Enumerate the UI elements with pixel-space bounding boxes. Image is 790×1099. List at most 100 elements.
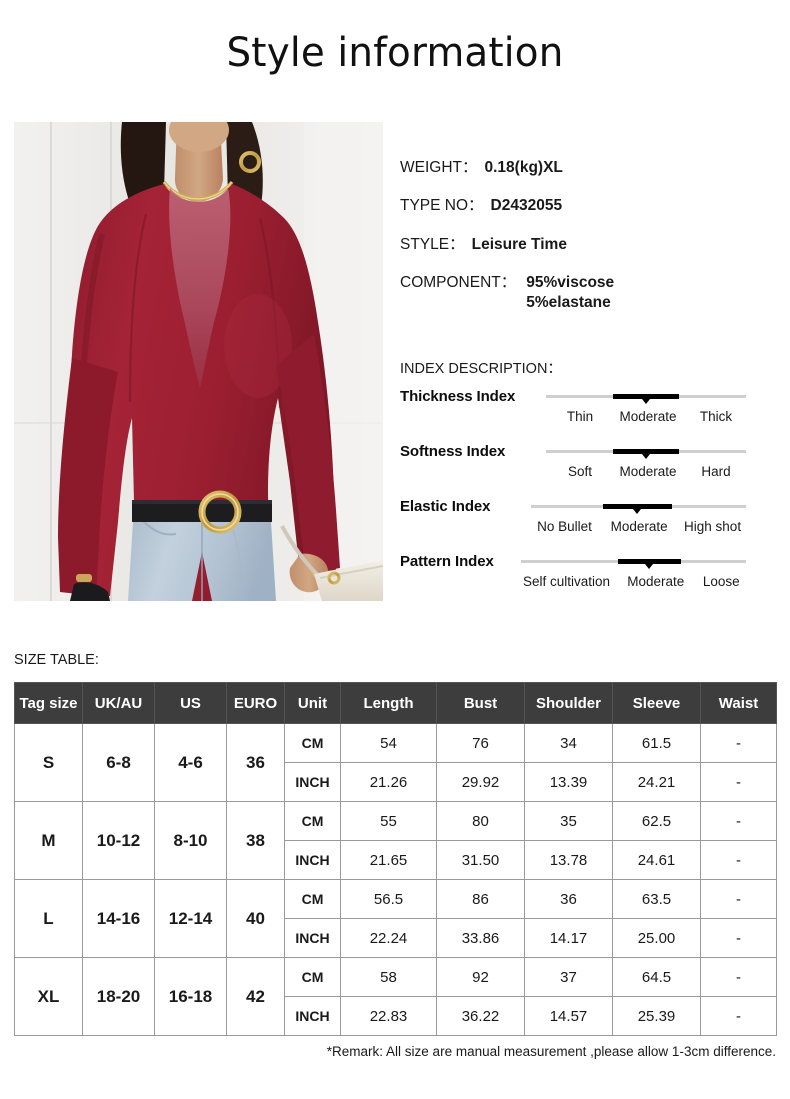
spec-label-weight: WEIGHT：: [400, 159, 478, 176]
cell-uk-au: 6-8: [82, 723, 155, 802]
spec-list: WEIGHT： 0.18(kg)XL TYPE NO： D2432055 STYLE…: [400, 158, 780, 331]
thickness-index-slider[interactable]: [546, 394, 746, 404]
cell-uk-au: 18-20: [82, 957, 155, 1036]
scale-option-moderate: Moderate: [619, 464, 677, 479]
size-remark: *Remark: All size are manual measurement…: [326, 1044, 776, 1059]
softness-index-scale: Soft Moderate Hard: [546, 464, 750, 479]
header-sleeve: Sleeve: [612, 682, 701, 724]
component-line-2: 5%elastane: [526, 293, 611, 311]
cell-length: 58: [340, 957, 437, 997]
cell-waist: -: [700, 762, 777, 802]
scale-option-thin: Thin: [566, 409, 594, 424]
cell-bust: 86: [436, 879, 525, 919]
table-row: INCH 21.65 31.50 13.78 24.61 -: [15, 840, 777, 880]
scale-option-loose: Loose: [702, 574, 740, 589]
cell-waist: -: [700, 957, 777, 997]
cell-shoulder: 14.17: [524, 918, 613, 958]
thickness-index-scale: Thin Moderate Thick: [546, 409, 750, 424]
cell-shoulder: 14.57: [524, 996, 613, 1036]
cell-waist: -: [700, 996, 777, 1036]
table-row: M 10-12 8-10 38 CM 55 80 35 62.5 -: [14, 801, 777, 880]
size-table-label: SIZE TABLE:: [14, 652, 99, 668]
header-us: US: [154, 682, 227, 724]
header-unit: Unit: [284, 682, 341, 724]
cell-bust: 92: [436, 957, 525, 997]
slider-fill: [612, 449, 680, 454]
scale-option-moderate: Moderate: [627, 574, 685, 589]
index-row-softness: Softness Index Soft Moderate Hard: [400, 441, 780, 496]
cell-sleeve: 64.5: [612, 957, 701, 997]
table-row: XL 18-20 16-18 42 CM 58 92 37 64.5 -: [14, 957, 777, 1036]
slider-marker: [642, 399, 650, 404]
cell-sleeve: 25.39: [612, 996, 701, 1036]
spec-row-type-no: TYPE NO： D2432055: [400, 196, 780, 216]
cell-unit: CM: [284, 879, 341, 919]
index-label-elastic: Elastic Index: [400, 498, 491, 515]
scale-option-hard: Hard: [701, 464, 731, 479]
cell-shoulder: 13.78: [524, 840, 613, 880]
elastic-index-slider[interactable]: [531, 504, 746, 514]
cell-unit: CM: [284, 723, 341, 763]
scale-option-self-cultivation: Self cultivation: [523, 574, 611, 589]
cell-unit: INCH: [284, 840, 341, 880]
cell-unit: INCH: [284, 996, 341, 1036]
cell-sleeve: 24.21: [612, 762, 701, 802]
scale-option-high-shot: High shot: [684, 519, 742, 534]
cell-length: 22.24: [340, 918, 437, 958]
slider-marker: [642, 454, 650, 459]
cell-us: 8-10: [154, 801, 227, 880]
index-description-list: Thickness Index Thin Moderate Thick Soft…: [400, 386, 780, 606]
slider-fill: [617, 559, 681, 564]
slider-fill: [612, 394, 680, 399]
table-row: INCH 22.83 36.22 14.57 25.39 -: [15, 996, 777, 1036]
header-uk-au: UK/AU: [82, 682, 155, 724]
cell-length: 54: [340, 723, 437, 763]
cell-us: 16-18: [154, 957, 227, 1036]
cell-shoulder: 36: [524, 879, 613, 919]
spec-value-component: 95%viscose 5%elastane: [526, 273, 614, 313]
header-length: Length: [340, 682, 437, 724]
header-bust: Bust: [436, 682, 525, 724]
elastic-index-scale: No Bullet Moderate High shot: [525, 519, 751, 534]
cell-tag-size: XL: [14, 957, 83, 1036]
page-title: Style information: [226, 30, 564, 76]
index-label-thickness: Thickness Index: [400, 388, 516, 405]
cell-unit: CM: [284, 801, 341, 841]
cell-shoulder: 34: [524, 723, 613, 763]
header-tag-size: Tag size: [14, 682, 83, 724]
scale-option-moderate: Moderate: [610, 519, 668, 534]
scale-option-thick: Thick: [699, 409, 733, 424]
cell-waist: -: [700, 918, 777, 958]
cell-sleeve: 63.5: [612, 879, 701, 919]
spec-label-type-no: TYPE NO：: [400, 197, 484, 215]
cell-euro: 42: [226, 957, 285, 1036]
header-euro: EURO: [226, 682, 285, 724]
cell-us: 4-6: [154, 723, 227, 802]
cell-euro: 36: [226, 723, 285, 802]
product-photo-illustration: [14, 122, 383, 601]
spec-value-style: Leisure Time: [471, 235, 567, 253]
index-label-pattern: Pattern Index: [400, 553, 494, 570]
pattern-index-slider[interactable]: [521, 559, 746, 569]
cell-length: 56.5: [340, 879, 437, 919]
slider-marker: [645, 564, 654, 569]
slider-marker: [633, 509, 642, 514]
cell-uk-au: 14-16: [82, 879, 155, 958]
spec-row-style: STYLE： Leisure Time: [400, 235, 780, 255]
spec-value-weight: 0.18(kg)XL: [484, 159, 563, 176]
cell-bust: 36.22: [436, 996, 525, 1036]
cell-sleeve: 61.5: [612, 723, 701, 763]
product-photo: [14, 122, 383, 601]
spec-row-component: COMPONENT： 95%viscose 5%elastane: [400, 273, 780, 313]
index-label-softness: Softness Index: [400, 443, 506, 460]
cell-sleeve: 62.5: [612, 801, 701, 841]
scale-option-no-bullet: No Bullet: [537, 519, 592, 534]
index-row-elastic: Elastic Index No Bullet Moderate High sh…: [400, 496, 780, 551]
cell-length: 21.65: [340, 840, 437, 880]
table-row: L 14-16 12-14 40 CM 56.5 86 36 63.5 -: [14, 879, 777, 958]
cell-bust: 31.50: [436, 840, 525, 880]
cell-us: 12-14: [154, 879, 227, 958]
cell-shoulder: 35: [524, 801, 613, 841]
cell-sleeve: 25.00: [612, 918, 701, 958]
softness-index-slider[interactable]: [546, 449, 746, 459]
